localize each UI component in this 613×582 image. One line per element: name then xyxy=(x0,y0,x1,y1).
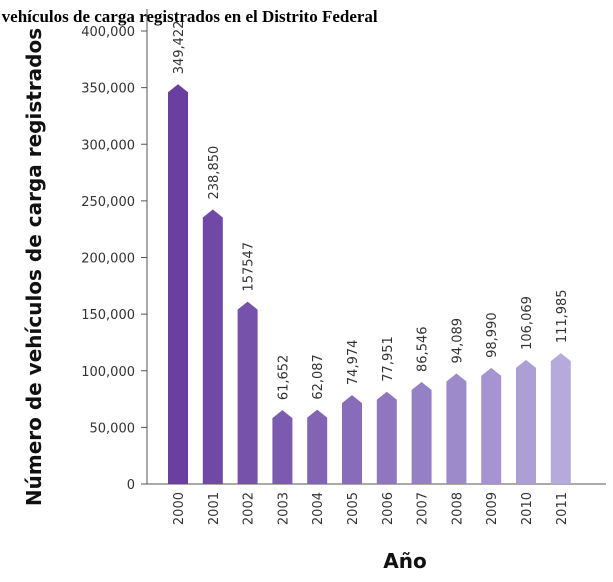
y-tick-label: 150,000 xyxy=(81,308,135,323)
x-tick-label: 2009 xyxy=(485,492,500,525)
data-label: 106,069 xyxy=(520,296,535,350)
axes: 0 50,000 100,000 150,000 200,000 250,000 300,0… xyxy=(81,9,606,525)
y-tick-label: 300,000 xyxy=(81,138,135,153)
x-tick-label: 2010 xyxy=(520,492,535,525)
chart-title: 1. Número de vehículos de carga registra… xyxy=(0,7,378,26)
data-label: 98,990 xyxy=(485,312,500,358)
data-label: 238,850 xyxy=(207,146,222,200)
x-tick-label: 2000 xyxy=(172,492,187,525)
y-tick-label: 200,000 xyxy=(81,252,135,267)
bar xyxy=(446,373,467,484)
data-labels-group: 349,422 238,850 157547 61,652 62,087 74,974 77… xyxy=(172,21,570,401)
x-tick-label: 2004 xyxy=(311,492,326,525)
data-label: 86,546 xyxy=(416,326,431,372)
y-tick-label: 0 xyxy=(127,478,135,493)
y-tick-label: 50,000 xyxy=(90,421,136,436)
bar xyxy=(237,301,258,484)
data-label: 62,087 xyxy=(311,354,326,400)
bar xyxy=(272,410,293,484)
y-tick-label: 250,000 xyxy=(81,195,135,210)
bars-group xyxy=(168,84,571,484)
bar xyxy=(202,209,223,484)
bar xyxy=(168,84,188,484)
y-tick-label: 100,000 xyxy=(81,365,135,380)
bar xyxy=(550,353,571,484)
data-label: 61,652 xyxy=(276,355,291,401)
x-tick-label: 2002 xyxy=(242,492,257,525)
data-label: 349,422 xyxy=(172,21,187,75)
x-tick-label: 2003 xyxy=(276,492,291,525)
data-label: 157547 xyxy=(242,242,257,292)
bar xyxy=(307,409,328,484)
x-tick-label: 2011 xyxy=(555,492,570,525)
x-axis-title: Año xyxy=(383,549,426,573)
data-label: 74,974 xyxy=(346,340,361,386)
data-label: 94,089 xyxy=(450,318,465,364)
bar xyxy=(376,391,397,484)
x-tick-label: 2006 xyxy=(381,492,396,525)
y-tick-label: 350,000 xyxy=(81,82,135,97)
bar xyxy=(481,367,502,484)
x-tick-label: 2008 xyxy=(450,492,465,525)
y-axis-title: Número de vehículos de carga registrados xyxy=(22,28,46,506)
x-tick-label: 2001 xyxy=(207,492,222,525)
y-tick-label: 400,000 xyxy=(81,25,135,40)
data-label: 111,985 xyxy=(555,289,570,343)
bar xyxy=(342,395,362,484)
bar xyxy=(516,359,536,484)
x-tick-label: 2005 xyxy=(346,492,361,525)
bar xyxy=(411,381,432,484)
data-label: 77,951 xyxy=(381,336,396,382)
x-tick-label: 2007 xyxy=(416,492,431,525)
